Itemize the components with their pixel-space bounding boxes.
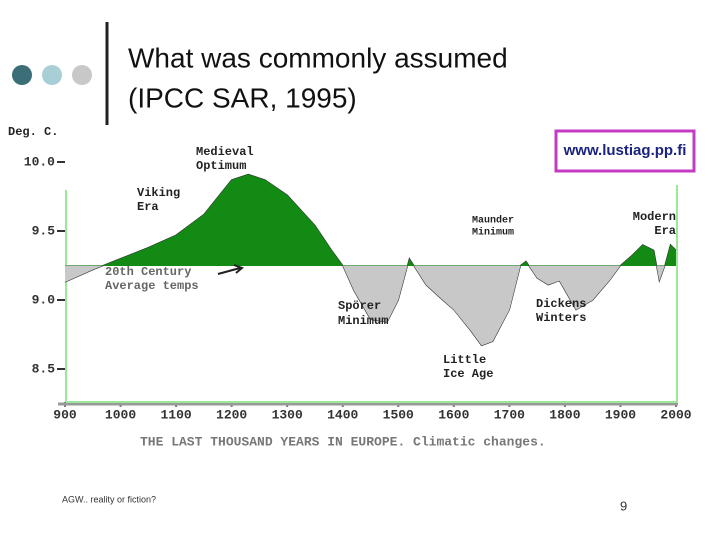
y-tick-label: 9.5 [32, 223, 56, 238]
annotation: Era [137, 200, 159, 214]
y-axis-label: Deg. C. [8, 125, 58, 139]
annotation: Minimum [338, 314, 388, 328]
x-tick-label: 1900 [605, 407, 636, 422]
caption: THE LAST THOUSAND YEARS IN EUROPE. Clima… [140, 434, 546, 449]
annotation: Viking [137, 186, 180, 200]
annotation: Modern [633, 210, 676, 224]
slide-title: (IPCC SAR, 1995) [128, 82, 357, 113]
footer: AGW.. reality or fiction? [62, 494, 156, 504]
annotation: Ice Age [443, 367, 493, 381]
x-tick-label: 2000 [660, 407, 691, 422]
area-above [65, 174, 676, 266]
annotation: Spörer [338, 299, 381, 313]
annotation: Little [443, 353, 486, 367]
x-tick-label: 900 [53, 407, 77, 422]
bullet-dot [72, 65, 92, 85]
x-tick-label: 1500 [383, 407, 414, 422]
page-number: 9 [620, 498, 627, 513]
annotation: Maunder [472, 215, 514, 227]
annotation: Medieval [196, 145, 254, 159]
x-tick-label: 1300 [272, 407, 303, 422]
watermark: www.lustiag.pp.fi [563, 142, 687, 159]
annotation: Optimum [196, 159, 246, 173]
annotation: Average temps [105, 279, 199, 293]
bullet-dot [42, 65, 62, 85]
y-tick-label: 9.0 [32, 292, 56, 307]
x-tick-label: 1700 [494, 407, 525, 422]
bullet-dot [12, 65, 32, 85]
annotation: Era [654, 224, 676, 238]
y-tick-label: 8.5 [32, 361, 56, 376]
slide-title: What was commonly assumed [128, 42, 508, 73]
watermark-box [554, 129, 696, 173]
annotation: 20th Century [105, 265, 191, 279]
x-tick-label: 1400 [327, 407, 358, 422]
annotation: Minimum [472, 227, 514, 239]
x-tick-label: 1200 [216, 407, 247, 422]
chart: 2000 1900 1800 1700 1600 1500 1400 1300 1200 1100… [8, 125, 696, 449]
y-tick-label: 10.0 [24, 154, 55, 169]
annotation: Winters [536, 311, 586, 325]
area-below [65, 265, 676, 346]
arrow [217, 264, 244, 275]
x-tick-label: 1100 [160, 407, 191, 422]
x-tick-label: 1800 [549, 407, 580, 422]
x-tick-label: 1000 [105, 407, 136, 422]
annotation: Dickens [536, 297, 586, 311]
x-tick-label: 1600 [438, 407, 469, 422]
